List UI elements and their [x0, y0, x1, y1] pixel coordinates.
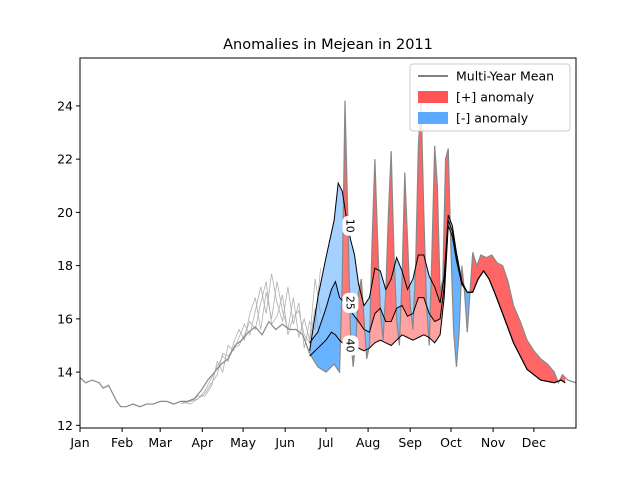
x-tick-label: Apr — [191, 435, 213, 450]
percentile-label: 25 — [342, 292, 359, 313]
y-tick-label: 14 — [57, 365, 73, 380]
positive-anomaly-area — [400, 100, 430, 346]
plot-area — [80, 100, 576, 408]
x-tick-label: Feb — [111, 435, 133, 450]
x-tick-label: Jun — [274, 435, 295, 450]
legend-patch-swatch — [418, 112, 448, 124]
legend-patch-swatch — [418, 91, 448, 103]
x-tick-label: Jan — [69, 435, 89, 450]
plot-frame — [79, 57, 577, 429]
percentile-label-bg — [342, 292, 359, 313]
x-tick-label: Jul — [317, 435, 333, 450]
percentile-label-text: 10 — [343, 219, 356, 233]
negative-anomaly-area — [425, 262, 432, 346]
y-tick-label: 20 — [57, 205, 73, 220]
history-trace — [180, 268, 321, 405]
x-tick-label: Dec — [522, 435, 546, 450]
negative-anomaly-area — [311, 325, 341, 373]
x-tick-label: Oct — [440, 435, 462, 450]
history-trace — [180, 278, 321, 402]
axes: 12 14 16 18 20 22 24 Jan Feb Mar Apr May Jun Jul Aug Se… — [57, 98, 546, 450]
legend-entry-label: [+] anomaly — [456, 90, 535, 105]
percentile-label: 10 — [342, 215, 359, 236]
y-tick-label: 18 — [57, 258, 73, 273]
negative-anomaly-area — [378, 270, 387, 341]
negative-anomaly-area — [464, 288, 471, 333]
percentile-label-text: 25 — [343, 296, 356, 310]
legend-entry-label: [-] anomaly — [456, 111, 529, 126]
negative-anomaly-area — [409, 265, 416, 330]
observed-line — [80, 100, 576, 408]
legend: Multi-Year Mean [+] anomaly [-] anomaly — [409, 63, 571, 132]
positive-anomaly-area — [429, 145, 451, 343]
positive-anomaly-area — [369, 151, 399, 349]
percentile-label-bg — [342, 335, 359, 356]
history-trace — [180, 281, 321, 405]
percentile-label: 40 — [342, 335, 359, 356]
positive-anomaly-area — [470, 252, 559, 383]
percentile-label-text: 40 — [343, 338, 356, 352]
negative-anomaly-area — [450, 232, 462, 367]
x-tick-label: Nov — [481, 435, 506, 450]
x-tick-label: Mar — [148, 435, 172, 450]
legend-entry-label: Multi-Year Mean — [456, 69, 554, 84]
x-tick-label: Sep — [398, 435, 422, 450]
legend-box — [409, 63, 571, 132]
y-tick-label: 24 — [57, 98, 73, 113]
chart-title: Anomalies in Mejean in 2011 — [223, 37, 433, 53]
negative-anomaly-area — [394, 252, 403, 346]
percentile-label-bg — [342, 215, 359, 236]
y-tick-label: 16 — [57, 311, 73, 326]
percentile-labels: 10 25 40 — [342, 215, 359, 356]
x-tick-label: May — [230, 435, 256, 450]
x-tick-label: Aug — [356, 435, 380, 450]
y-tick-label: 12 — [57, 418, 73, 433]
y-tick-label: 22 — [57, 152, 73, 167]
